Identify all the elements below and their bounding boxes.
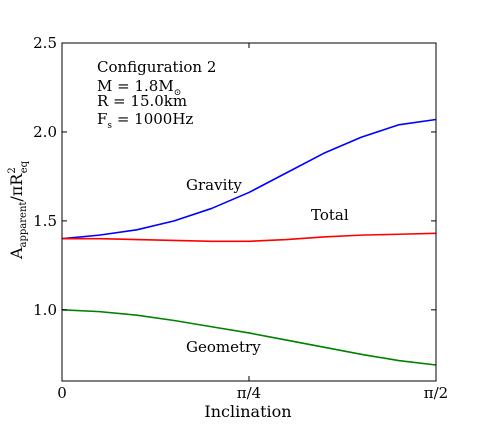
y-axis-label-main: A [7, 247, 26, 260]
y-tick-label: 1.0 [33, 301, 57, 319]
annotation-radius: R = 15.0km [97, 92, 187, 110]
series-line-total [62, 232, 437, 243]
y-tick-label: 2.0 [33, 123, 57, 141]
x-tick-label: 0 [57, 384, 67, 402]
annotation-mass: M = 1.8M⊙ [97, 77, 181, 98]
y-axis-label-mid: /πR [7, 173, 26, 202]
annotation-frequency-rest: = 1000Hz [112, 110, 193, 128]
annotation-frequency-main: F [97, 110, 107, 128]
series-label-geometry: Geometry [186, 338, 261, 356]
annotation-mass-sub: ⊙ [174, 88, 182, 98]
y-axis-label: Aapparent/πR2eq [7, 160, 30, 260]
annotation: Configuration 2 M = 1.8M⊙ R = 15.0km Fs … [97, 58, 216, 131]
x-tick-label: π/4 [237, 384, 261, 402]
annotation-config: Configuration 2 [97, 58, 216, 76]
y-axis-label-sup: 2 [7, 167, 18, 173]
x-axis-label: Inclination [204, 402, 291, 421]
series-label-total: Total [311, 206, 349, 224]
y-tick-label: 2.5 [33, 34, 57, 52]
series-label-gravity: Gravity [186, 176, 242, 194]
annotation-frequency-sub: s [107, 121, 112, 131]
annotation-frequency: Fs = 1000Hz [97, 110, 193, 131]
y-axis-label-sub: apparent [18, 202, 29, 248]
y-tick-label: 1.5 [33, 212, 57, 230]
series-line-gravity [61, 118, 437, 240]
series-line-geometry [61, 309, 437, 366]
x-tick-label: π/2 [424, 384, 448, 402]
annotation-mass-main: M = 1.8M [97, 77, 174, 95]
y-axis-label-sub2: eq [19, 160, 30, 173]
